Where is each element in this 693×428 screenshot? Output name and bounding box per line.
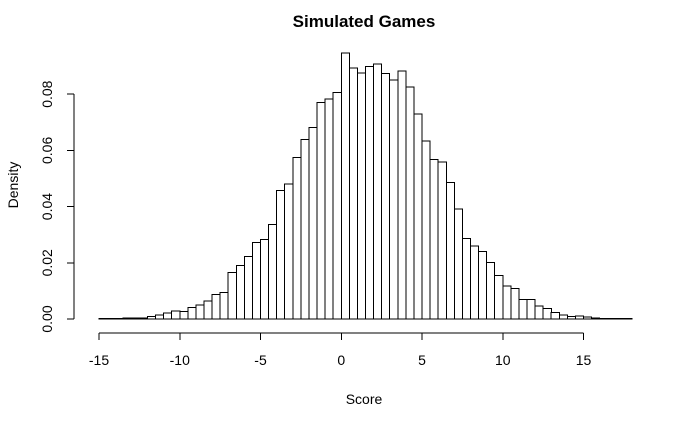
y-tick-label: 0.02 xyxy=(39,249,55,276)
histogram-bar xyxy=(526,298,536,320)
histogram-bar xyxy=(461,237,471,320)
histogram-bar xyxy=(373,63,383,320)
y-tick-label: 0.06 xyxy=(39,137,55,164)
y-tick-label: 0.08 xyxy=(39,80,55,107)
y-axis-label: Density xyxy=(5,162,21,209)
histogram-bar xyxy=(219,291,229,320)
histogram-bar xyxy=(138,317,148,320)
histogram-bar xyxy=(502,285,512,320)
x-tick-label: -5 xyxy=(254,352,267,368)
histogram-bar xyxy=(324,98,334,320)
histogram-bar xyxy=(607,317,617,320)
histogram-bar xyxy=(469,245,480,320)
histogram-bar xyxy=(542,307,552,320)
histogram-bar xyxy=(365,65,375,320)
histogram-bar xyxy=(340,52,350,320)
histogram-bar xyxy=(130,317,140,320)
histogram-bar xyxy=(268,223,278,320)
y-axis: 0.00 0.02 0.04 0.06 0.08 xyxy=(39,80,75,333)
histogram-bar xyxy=(453,208,463,320)
histogram-bar xyxy=(348,67,358,320)
histogram-bar xyxy=(227,271,237,320)
histogram-bar xyxy=(413,113,423,320)
x-axis: -15 -10 -5 0 5 10 15 xyxy=(89,332,592,368)
histogram-bar xyxy=(98,317,108,320)
histogram-bar xyxy=(203,300,213,320)
histogram-bar xyxy=(187,306,197,320)
x-tick-label: -10 xyxy=(170,352,190,368)
histogram-bar xyxy=(243,255,253,320)
histogram-bar xyxy=(292,156,302,320)
histogram-bar xyxy=(583,316,593,320)
x-tick-label: -15 xyxy=(89,352,109,368)
histogram-bars xyxy=(98,52,633,320)
histogram-bar xyxy=(478,250,488,320)
histogram-bar xyxy=(332,91,342,320)
histogram-bar xyxy=(163,312,173,320)
histogram-bar xyxy=(235,265,245,320)
histogram-bar xyxy=(510,287,520,320)
histogram-bar xyxy=(211,294,221,320)
histogram-bar xyxy=(591,317,601,320)
x-tick-label: 0 xyxy=(337,352,345,368)
chart-title: Simulated Games xyxy=(293,12,436,31)
histogram-bar xyxy=(599,317,609,320)
histogram-bar xyxy=(381,72,391,320)
histogram-bar xyxy=(574,315,585,320)
histogram-bar xyxy=(486,262,496,320)
x-tick-label: 15 xyxy=(576,352,592,368)
x-axis-label: Score xyxy=(346,391,383,407)
x-tick-label: 5 xyxy=(418,352,426,368)
histogram-bar xyxy=(550,312,560,320)
histogram-bar xyxy=(566,315,576,320)
histogram-bar xyxy=(195,304,205,320)
histogram-bar xyxy=(421,140,431,320)
histogram-bar xyxy=(260,239,270,320)
histogram-bar xyxy=(284,183,294,320)
histogram-bar xyxy=(445,182,455,320)
histogram-bar xyxy=(623,317,633,320)
histogram-bar xyxy=(171,310,181,320)
histogram-bar xyxy=(518,299,528,320)
x-tick-label: 10 xyxy=(495,352,511,368)
histogram-bar xyxy=(494,275,504,320)
histogram-bar xyxy=(558,314,568,320)
y-tick-label: 0.00 xyxy=(39,305,55,332)
histogram-bar xyxy=(397,70,407,320)
histogram-bar xyxy=(106,317,116,320)
histogram-bar xyxy=(437,161,447,320)
histogram-bar xyxy=(405,86,415,320)
histogram-bar xyxy=(179,310,189,320)
y-tick-label: 0.04 xyxy=(39,193,55,220)
histogram-bar xyxy=(429,159,439,320)
histogram-bar xyxy=(534,305,544,320)
histogram-bar xyxy=(251,241,262,320)
histogram-bar xyxy=(300,138,310,320)
histogram-bar xyxy=(389,79,399,320)
histogram-bar xyxy=(155,314,165,320)
histogram-bar xyxy=(356,72,367,320)
histogram-bar xyxy=(146,315,157,320)
histogram-bar xyxy=(308,127,318,320)
histogram-bar xyxy=(122,317,132,320)
histogram-bar xyxy=(316,102,326,320)
histogram-bar xyxy=(276,190,286,320)
